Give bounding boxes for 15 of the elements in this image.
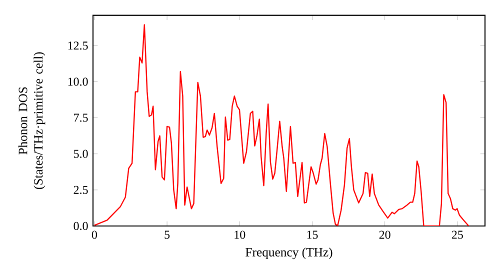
x-tick-label: 25 [452, 230, 463, 239]
y-tick-label: 5.0 [74, 150, 88, 158]
x-tick-label: 0 [92, 230, 97, 239]
y-tick-label: 12.5 [68, 42, 88, 50]
x-tick-label: 10 [234, 230, 246, 239]
y-tick-label: 7.5 [74, 114, 88, 122]
y-axis-title: Phonon DOS (States/THz·primitive cell) [18, 52, 46, 190]
x-axis-title: Frequency (THz) [246, 248, 332, 260]
y-tick-label: 10.0 [68, 78, 88, 86]
line-series [94, 24, 470, 226]
x-tick-label: 5 [164, 230, 170, 239]
y-tick-label: 0.0 [74, 222, 88, 230]
x-tick-label: 15 [307, 230, 318, 239]
x-tick-label: 20 [379, 230, 390, 239]
y-tick-label: 2.5 [74, 186, 88, 194]
